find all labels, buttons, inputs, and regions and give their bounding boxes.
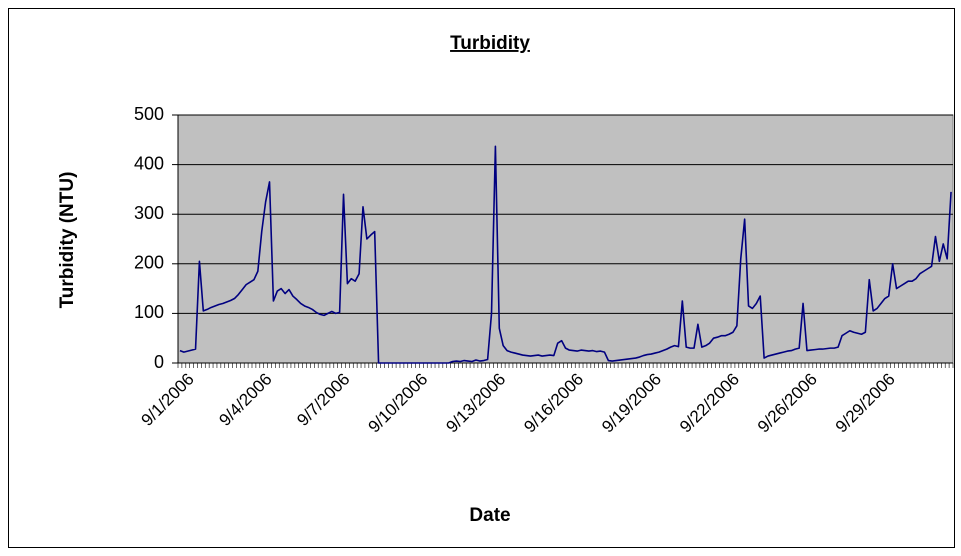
- y-tick-label: 100: [134, 302, 164, 322]
- y-axis-label: Turbidity (NTU): [57, 172, 78, 309]
- y-tick-label: 0: [154, 352, 164, 372]
- y-tick-label: 300: [134, 203, 164, 223]
- plot-area: [177, 114, 954, 364]
- y-tick-label: 400: [134, 153, 164, 173]
- y-tick-label: 200: [134, 253, 164, 273]
- x-axis-label: Date: [469, 505, 510, 526]
- chart-title: Turbidity: [450, 33, 530, 54]
- y-tick-label: 500: [134, 104, 164, 124]
- data-line: [179, 145, 952, 364]
